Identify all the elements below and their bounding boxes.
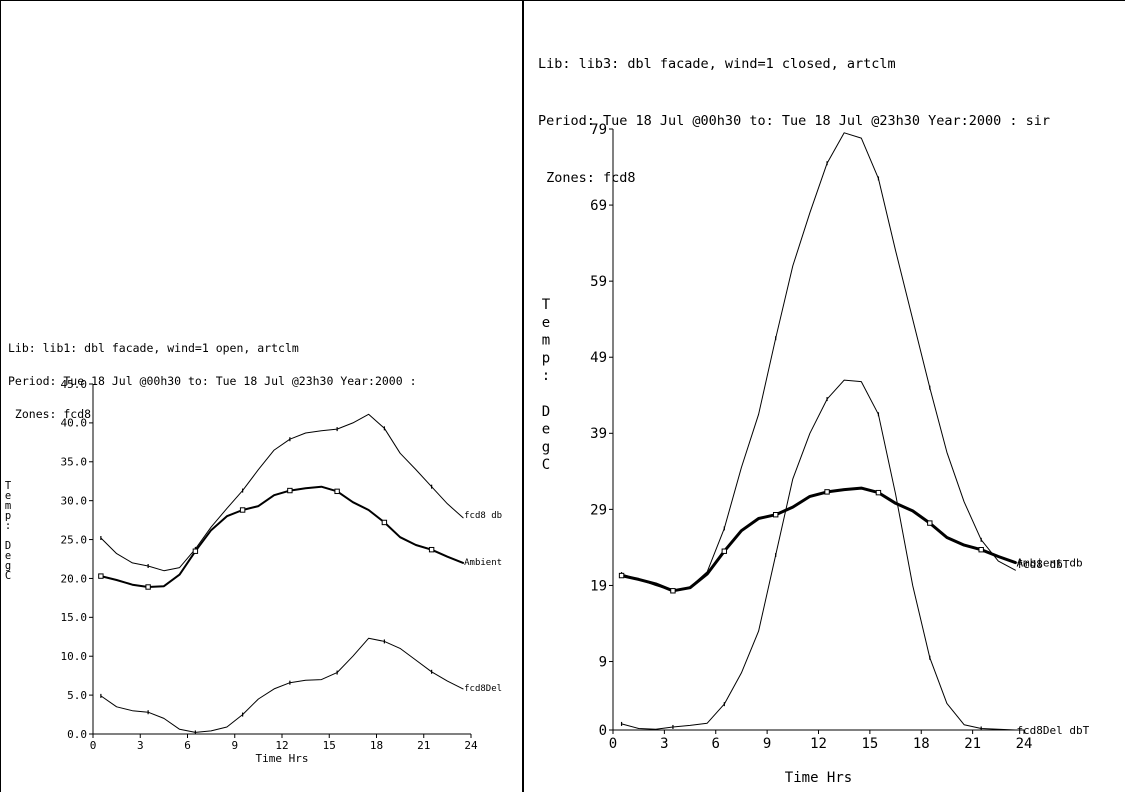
series-point — [239, 507, 246, 513]
y-axis-label-char: p — [5, 510, 11, 522]
x-tick-label: 3 — [660, 736, 668, 752]
series-line — [99, 485, 465, 588]
series-point — [824, 489, 830, 495]
y-axis-label-char: m — [5, 500, 11, 512]
y-tick-label: 40.0 — [61, 417, 88, 430]
y-axis-label-char: p — [542, 350, 550, 366]
y-axis-label-char: : — [5, 520, 11, 532]
x-tick-label: 0 — [90, 739, 97, 752]
x-tick-label: 21 — [964, 736, 981, 752]
series-point — [428, 546, 435, 553]
y-tick-label: 69 — [590, 198, 607, 214]
y-tick-label: 0.0 — [67, 728, 87, 741]
chart-zones-line: Zones: fcd8 — [538, 170, 636, 186]
series-point — [772, 512, 779, 518]
y-axis-label-char: : — [542, 368, 550, 384]
y-tick-label: 15.0 — [61, 611, 88, 624]
y-tick-label: 59 — [590, 274, 607, 290]
x-tick-label: 18 — [913, 736, 930, 752]
series-point — [334, 488, 340, 495]
series-point — [145, 584, 151, 590]
y-tick-label: 30.0 — [61, 495, 88, 508]
y-axis-label-char: e — [542, 315, 550, 331]
x-tick-label: 0 — [609, 736, 617, 752]
series-point — [192, 548, 199, 554]
chart-period-line: Period: Tue 18 Jul @00h30 to: Tue 18 Jul… — [538, 113, 1051, 129]
series-point — [618, 572, 625, 579]
y-tick-label: 9 — [599, 654, 607, 670]
series-label: fcd8 db — [464, 511, 502, 521]
x-tick-label: 3 — [137, 739, 144, 752]
chart-period-line: Period: Tue 18 Jul @00h30 to: Tue 18 Jul… — [8, 374, 417, 388]
y-axis-label-char: e — [5, 550, 11, 562]
x-tick-label: 6 — [712, 736, 720, 752]
y-axis-label-char: g — [542, 439, 550, 455]
y-axis-label-char: T — [5, 480, 12, 492]
y-tick-label: 79 — [590, 122, 607, 138]
chart-panel-lib3: Lib: lib3: dbl facade, wind=1 closed, ar… — [522, 0, 1125, 792]
y-tick-label: 25.0 — [61, 533, 88, 546]
x-tick-label: 21 — [417, 739, 430, 752]
series-line — [620, 486, 1017, 593]
y-axis-label-char: g — [5, 560, 11, 572]
line-chart-lib1: 0.0 5.0 10.0 15.0 20.0 25.0 30.0 35.0 40.0 45.0 0 3… — [5, 378, 502, 765]
x-tick-label: 9 — [231, 739, 238, 752]
series-line — [100, 637, 464, 733]
series-line — [621, 379, 1016, 731]
x-tick-label: 24 — [464, 739, 478, 752]
chart-panel-lib1: Lib: lib1: dbl facade, wind=1 open, artc… — [0, 0, 522, 792]
series-point — [381, 519, 388, 526]
series-label: fcd8 dbT — [1016, 558, 1069, 571]
chart-zones-line: Zones: fcd8 — [8, 407, 92, 421]
series-point — [978, 547, 984, 553]
x-tick-label: 15 — [323, 739, 336, 752]
x-tick-label: 18 — [370, 739, 383, 752]
chart-header: Lib: lib3: dbl facade, wind=1 closed, ar… — [538, 17, 1050, 226]
x-tick-label: 12 — [810, 736, 827, 752]
chart-header: Lib: lib1: dbl facade, wind=1 open, artc… — [8, 321, 417, 442]
series-label: fcd8Del — [464, 684, 502, 694]
y-tick-label: 49 — [590, 350, 607, 366]
series-label: Ambient db — [1016, 557, 1082, 570]
x-tick-label: 9 — [763, 736, 771, 752]
y-tick-label: 10.0 — [61, 650, 88, 663]
series-point — [287, 487, 293, 494]
y-tick-label: 19 — [590, 578, 607, 594]
x-tick-label: 6 — [184, 739, 191, 752]
x-axis-label: Time Hrs — [256, 752, 309, 765]
y-tick-label: 20.0 — [61, 572, 88, 585]
y-tick-label: 39 — [590, 426, 607, 442]
y-tick-label: 29 — [590, 502, 607, 518]
x-tick-label: 24 — [1016, 736, 1033, 752]
x-tick-label: 12 — [275, 739, 288, 752]
x-axis-label: Time Hrs — [785, 770, 852, 786]
y-axis-label-char: D — [542, 404, 550, 420]
series-point — [98, 573, 104, 579]
y-axis-label-char: C — [542, 457, 550, 473]
series-label: fcd8Del dbT — [1016, 724, 1089, 737]
y-axis-label-char: D — [5, 540, 11, 552]
series-line — [100, 413, 464, 572]
chart-lib-line: Lib: lib1: dbl facade, wind=1 open, artc… — [8, 341, 299, 355]
series-point — [927, 520, 933, 526]
series-point — [670, 588, 676, 594]
y-tick-label: 0 — [599, 723, 607, 739]
series-point — [721, 548, 728, 554]
y-axis-label-char: e — [5, 490, 11, 502]
y-axis-label-char: e — [542, 422, 550, 438]
x-tick-label: 15 — [861, 736, 878, 752]
chart-lib-line: Lib: lib3: dbl facade, wind=1 closed, ar… — [538, 56, 896, 72]
y-tick-label: 5.0 — [67, 689, 87, 702]
series-label: Ambient — [464, 558, 502, 568]
y-axis-label-char: T — [542, 297, 551, 313]
y-tick-label: 35.0 — [61, 456, 88, 469]
series-point — [875, 489, 882, 496]
y-axis-label-char: C — [5, 570, 11, 582]
y-axis-label-char: m — [542, 333, 550, 349]
series-line — [621, 132, 1016, 592]
y-tick-label: 45.0 — [61, 378, 88, 391]
